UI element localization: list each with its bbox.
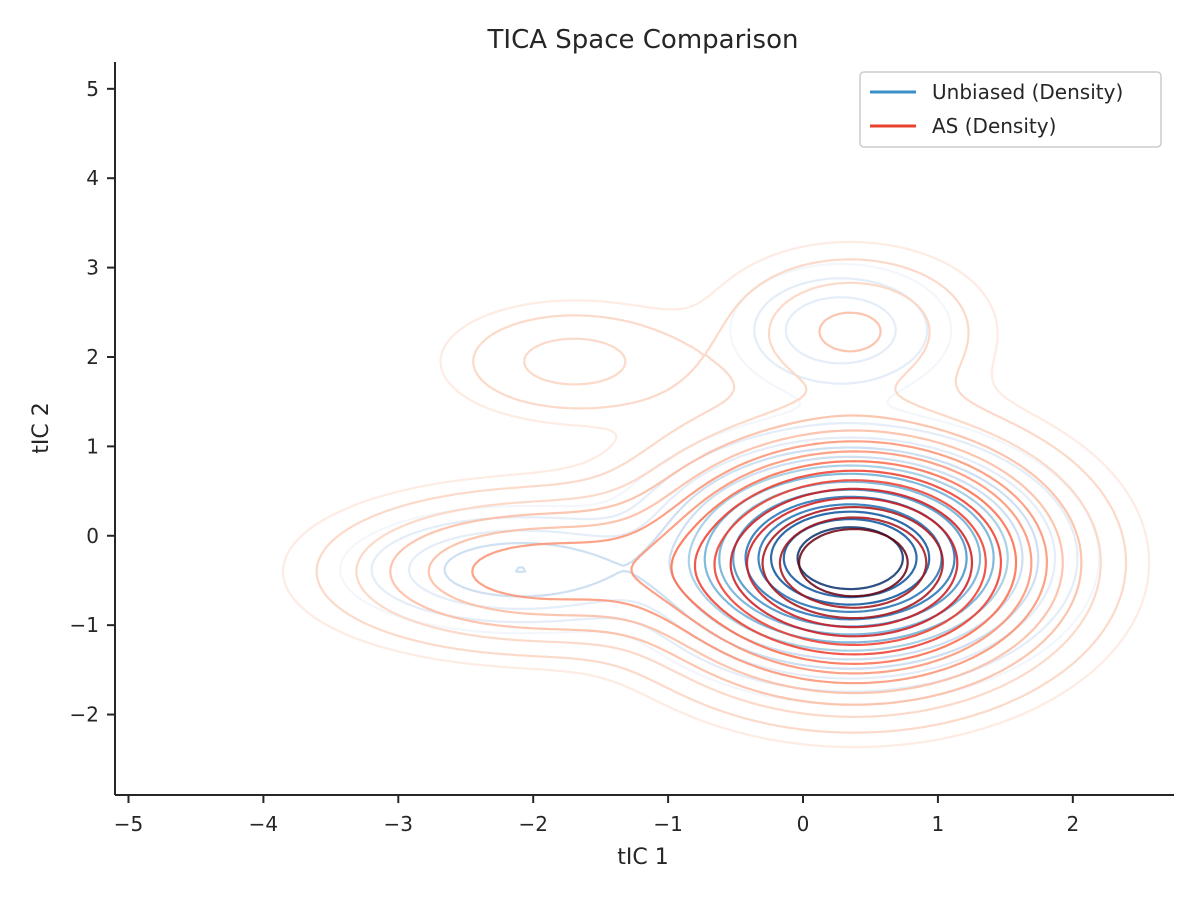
contour-level-line — [761, 506, 944, 620]
chart-title: TICA Space Comparison — [487, 25, 799, 55]
contour-level-line — [281, 240, 1151, 749]
y-tick-label: −2 — [70, 703, 99, 727]
contour-level-line — [778, 516, 928, 609]
x-axis-label: tIC 1 — [617, 845, 668, 870]
x-tick-label: 1 — [932, 812, 945, 836]
x-tick-label: −2 — [518, 812, 547, 836]
legend: Unbiased (Density) AS (Density) — [859, 71, 1162, 148]
x-tick-label: −1 — [653, 812, 682, 836]
legend-box — [859, 71, 1162, 148]
contour-level-line — [670, 460, 1018, 665]
contour-level-line — [315, 258, 1128, 734]
y-tick-label: 1 — [86, 434, 99, 458]
contour-level-line — [427, 429, 1064, 695]
contour-level-line — [630, 450, 1033, 675]
legend-label-as: AS (Density) — [932, 114, 1056, 138]
y-tick-label: 2 — [86, 345, 99, 369]
contour-level-line — [770, 510, 931, 606]
contour-level-line — [687, 464, 1009, 652]
contour-level-line — [713, 479, 987, 646]
legend-label-unbiased: Unbiased (Density) — [932, 80, 1123, 104]
contour-level-line — [389, 311, 1083, 706]
contour-level-line — [729, 487, 974, 638]
x-ticks: −5 −4 −3 −2 −1 0 1 2 — [114, 795, 1079, 836]
y-tick-label: 5 — [86, 77, 99, 101]
y-tick-label: 0 — [86, 524, 99, 548]
contour-level-line — [745, 497, 959, 629]
x-tick-label: 2 — [1066, 812, 1079, 836]
contour-level-line — [471, 440, 1048, 685]
axes — [114, 62, 1174, 796]
contour-level-line — [693, 469, 1002, 656]
x-tick-label: 0 — [797, 812, 810, 836]
y-tick-label: 4 — [86, 166, 99, 190]
x-tick-label: −4 — [249, 812, 278, 836]
y-axis-label: tIC 2 — [29, 402, 54, 453]
y-ticks: −2 −1 0 1 2 3 4 5 — [70, 77, 115, 727]
x-tick-label: −5 — [114, 812, 143, 836]
contour-series-1 — [281, 240, 1151, 749]
contour-level-line — [355, 281, 1102, 718]
y-tick-label: −1 — [70, 613, 99, 637]
contour-level-line — [798, 527, 909, 598]
contour-layer — [281, 240, 1151, 749]
x-tick-label: −3 — [384, 812, 413, 836]
y-tick-label: 3 — [86, 256, 99, 280]
